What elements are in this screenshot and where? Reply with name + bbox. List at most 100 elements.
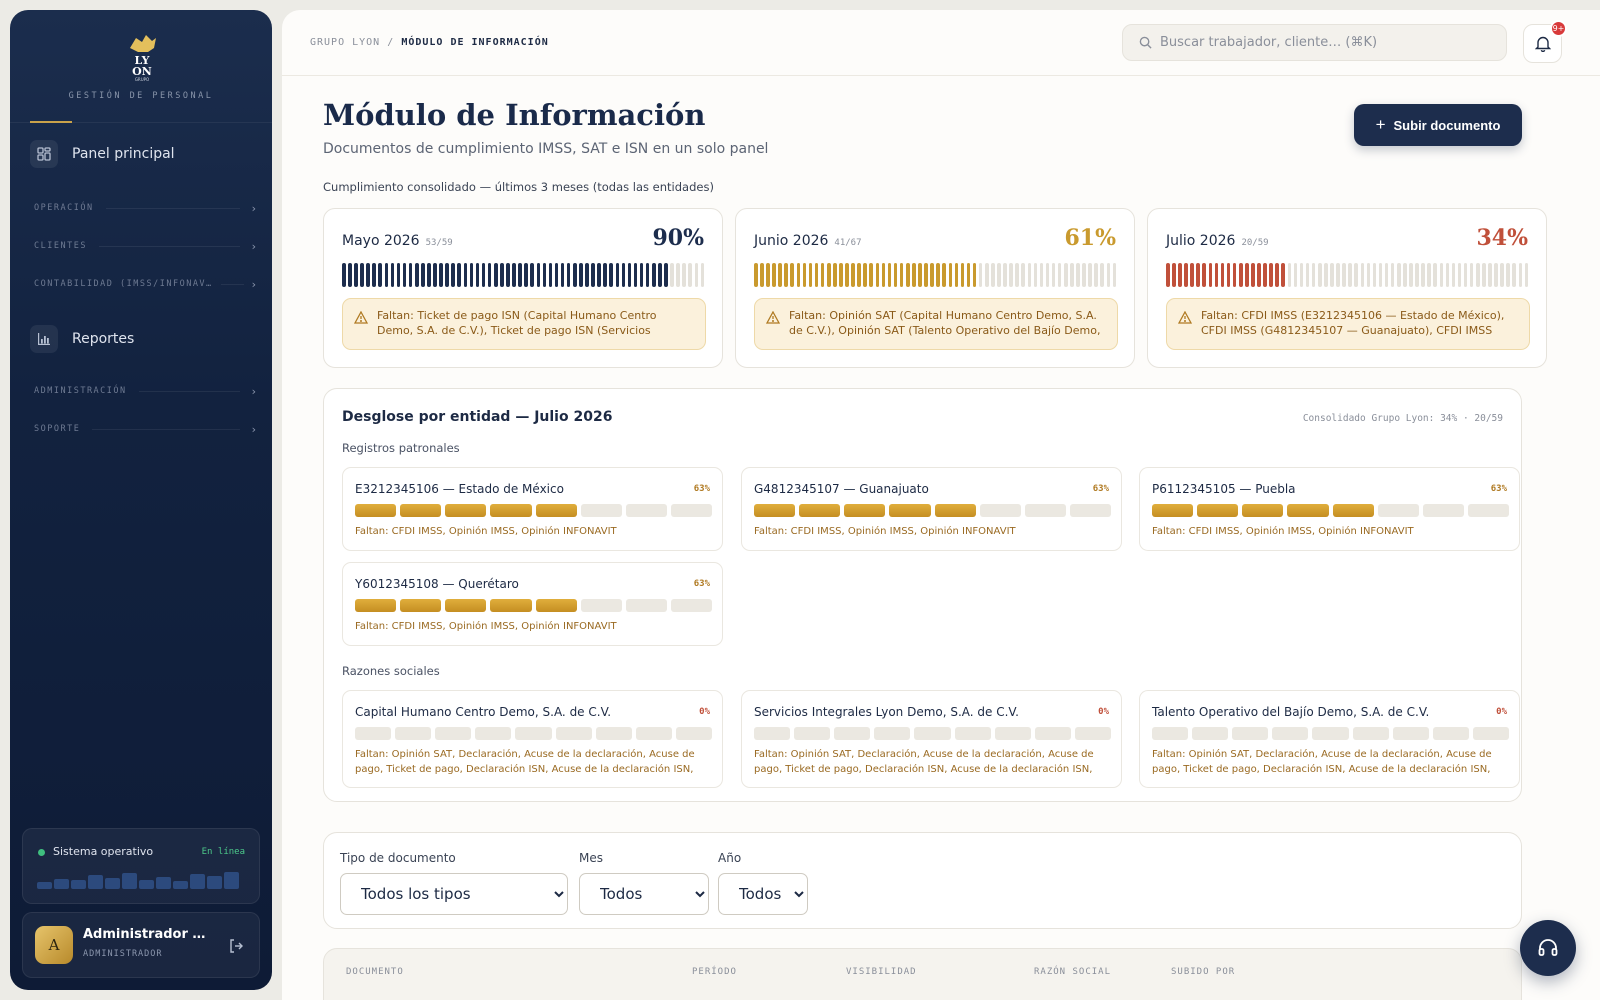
progress-tick xyxy=(1433,263,1438,287)
progress-segment xyxy=(490,599,532,612)
logout-icon[interactable] xyxy=(227,937,245,955)
sidebar: LY ON GRUPO GESTIÓN DE PERSONAL Panel pr… xyxy=(10,10,272,990)
entity-progress xyxy=(1152,727,1509,740)
progress-segment xyxy=(580,599,622,612)
entity-missing: Faltan: CFDI IMSS, Opinión IMSS, Opinión… xyxy=(754,526,1016,537)
progress-tick xyxy=(887,263,892,287)
progress-tick xyxy=(688,263,693,287)
entity-card[interactable]: G4812345107 — Guanajuato 63% Faltan: CFD… xyxy=(741,467,1122,551)
breadcrumb-separator: / xyxy=(387,37,395,48)
progress-tick xyxy=(1342,263,1346,287)
search-box[interactable] xyxy=(1122,24,1507,61)
nav-section-contabilidad[interactable]: CONTABILIDAD (IMSS/INFONAV… › xyxy=(34,277,256,291)
progress-tick xyxy=(1184,263,1188,287)
warning-icon xyxy=(766,311,780,324)
chevron-right-icon: › xyxy=(251,239,256,253)
missing-warning: Faltan: CFDI IMSS (E3212345106 — Estado … xyxy=(1166,298,1530,350)
breadcrumb-current: MÓDULO DE INFORMACIÓN xyxy=(401,37,549,48)
progress-tick xyxy=(1190,263,1194,287)
progress-tick xyxy=(621,263,626,287)
progress-tick xyxy=(924,263,928,287)
progress-tick xyxy=(772,263,776,287)
nav-section-operacion[interactable]: OPERACIÓN › xyxy=(34,201,256,215)
year-select[interactable]: Todos xyxy=(718,873,808,915)
progress-tick xyxy=(997,263,1001,287)
column-header[interactable]: PERÍODO xyxy=(692,967,737,977)
nav-section-soporte[interactable]: SOPORTE › xyxy=(34,422,256,436)
user-role: ADMINISTRADOR xyxy=(83,949,163,959)
progress-tick xyxy=(766,263,770,287)
progress-tick xyxy=(826,263,831,287)
upload-document-button[interactable]: + Subir documento xyxy=(1354,104,1522,146)
progress-tick xyxy=(433,263,437,287)
column-header[interactable]: SUBIDO POR xyxy=(1171,967,1236,977)
progress-tick xyxy=(942,263,946,287)
activity-bar xyxy=(207,876,222,889)
activity-bar xyxy=(139,880,154,889)
progress-tick xyxy=(893,263,898,287)
entity-card[interactable]: E3212345106 — Estado de México 63% Falta… xyxy=(342,467,723,551)
month-select[interactable]: Todos xyxy=(579,873,709,915)
progress-tick xyxy=(808,263,813,287)
progress-tick xyxy=(512,263,516,287)
progress-tick xyxy=(839,263,843,287)
notifications-button[interactable]: 9+ xyxy=(1523,20,1567,63)
status-dot-icon xyxy=(38,849,45,856)
nav-item-panel[interactable]: Panel principal xyxy=(30,136,250,172)
progress-segment xyxy=(1287,504,1329,517)
progress-segment xyxy=(1152,504,1194,517)
svg-text:LY: LY xyxy=(135,54,150,67)
support-button[interactable] xyxy=(1520,920,1576,976)
progress-tick xyxy=(390,263,395,287)
breakdown-title: Desglose por entidad — Julio 2026 xyxy=(342,409,613,425)
progress-tick xyxy=(639,263,644,287)
progress-tick xyxy=(1281,263,1286,287)
month-progress xyxy=(1166,263,1529,287)
progress-tick xyxy=(1330,263,1334,287)
nav-item-reportes[interactable]: Reportes xyxy=(30,321,250,357)
entity-card[interactable]: Y6012345108 — Querétaro 63% Faltan: CFDI… xyxy=(342,562,723,646)
entity-card[interactable]: Talento Operativo del Bajío Demo, S.A. d… xyxy=(1139,690,1520,788)
nav-section-clientes[interactable]: CLIENTES › xyxy=(34,239,256,253)
entity-breakdown-panel: Desglose por entidad — Julio 2026 Consol… xyxy=(323,388,1522,802)
column-header[interactable]: RAZÓN SOCIAL xyxy=(1034,967,1112,977)
column-header[interactable]: VISIBILIDAD xyxy=(846,967,917,977)
progress-segment xyxy=(954,727,991,740)
svg-text:ON: ON xyxy=(132,65,152,78)
filter-label-mes: Mes xyxy=(579,851,603,865)
progress-tick xyxy=(1094,263,1098,287)
progress-segment xyxy=(670,504,712,517)
progress-tick xyxy=(1518,263,1523,287)
month-card[interactable]: Junio 2026 41/67 61% Faltan: Opinión SAT … xyxy=(735,208,1135,368)
progress-tick xyxy=(978,263,983,287)
progress-tick xyxy=(1214,263,1219,287)
progress-segment xyxy=(635,727,672,740)
progress-tick xyxy=(560,263,565,287)
month-card[interactable]: Julio 2026 20/59 34% Faltan: CFDI IMSS (E… xyxy=(1147,208,1547,368)
entity-missing: Faltan: CFDI IMSS, Opinión IMSS, Opinión… xyxy=(355,526,617,537)
document-type-select[interactable]: Todos los tipos xyxy=(340,873,568,915)
entity-card[interactable]: Capital Humano Centro Demo, S.A. de C.V.… xyxy=(342,690,723,788)
entity-card[interactable]: P6112345105 — Puebla 63% Faltan: CFDI IM… xyxy=(1139,467,1520,551)
progress-segment xyxy=(355,727,392,740)
entity-card[interactable]: Servicios Integrales Lyon Demo, S.A. de … xyxy=(741,690,1122,788)
entity-name: Y6012345108 — Querétaro xyxy=(355,577,519,591)
progress-tick xyxy=(1263,263,1267,287)
progress-tick xyxy=(1445,263,1450,287)
progress-segment xyxy=(435,727,472,740)
progress-segment xyxy=(1432,727,1469,740)
nav-section-administracion[interactable]: ADMINISTRACIÓN › xyxy=(34,384,256,398)
activity-bar xyxy=(156,877,171,889)
month-card[interactable]: Mayo 2026 53/59 90% Faltan: Ticket de pag… xyxy=(323,208,723,368)
progress-tick xyxy=(1063,263,1068,287)
entity-name: Talento Operativo del Bajío Demo, S.A. d… xyxy=(1152,705,1430,719)
column-header[interactable]: DOCUMENTO xyxy=(346,967,404,977)
progress-tick xyxy=(402,263,407,287)
search-input[interactable] xyxy=(1160,35,1480,50)
user-card[interactable]: A Administrador del Sistema ADMINISTRADO… xyxy=(22,912,260,978)
progress-segment xyxy=(535,504,577,517)
warning-icon xyxy=(1178,311,1192,324)
breadcrumb-root[interactable]: GRUPO LYON xyxy=(310,37,381,48)
progress-tick xyxy=(875,263,880,287)
progress-segment xyxy=(1232,727,1269,740)
